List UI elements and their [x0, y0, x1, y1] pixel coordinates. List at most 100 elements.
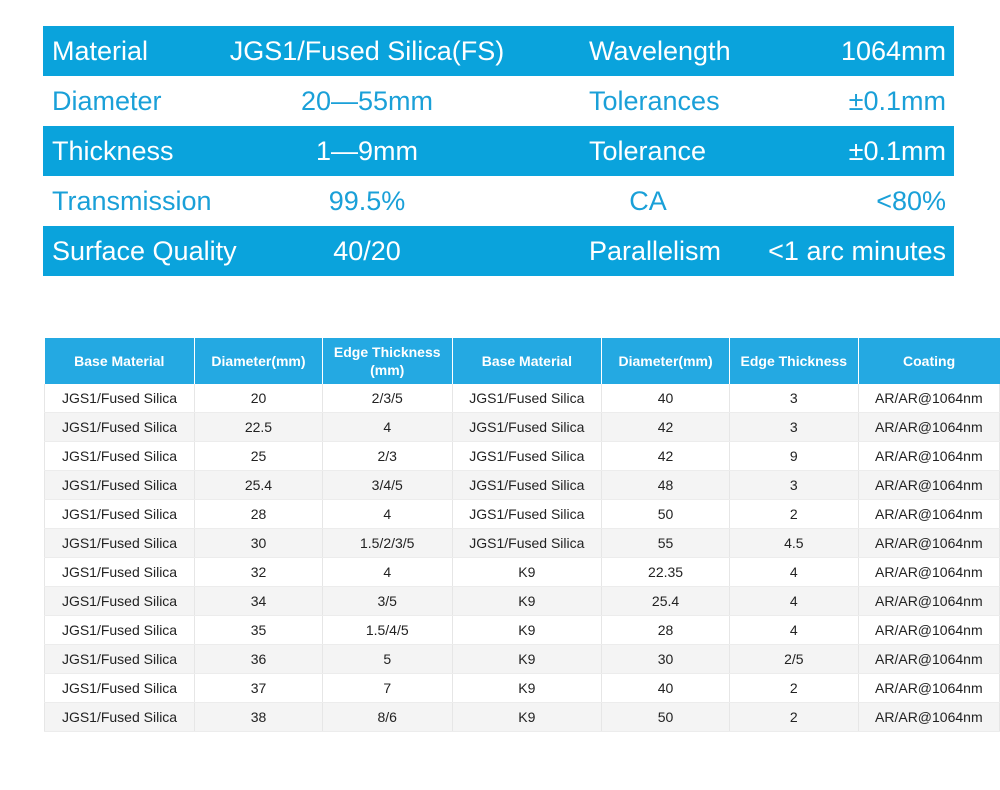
- cell-diameter-2: 22.35: [601, 557, 730, 587]
- cell-base-material-2: K9: [452, 644, 603, 674]
- cell-diameter: 25: [194, 441, 323, 471]
- table-row: JGS1/Fused Silica 32 4 K9 22.35 4 AR/AR@1064nm: [43, 557, 1000, 587]
- cell-diameter: 36: [194, 644, 323, 674]
- cell-edge-thickness: 5: [322, 644, 453, 674]
- table-row: JGS1/Fused Silica 22.5 4 JGS1/Fused Silica 4…: [43, 412, 1000, 442]
- col-header-diameter: Diameter(mm): [194, 338, 323, 384]
- col-header-coating: Coating: [858, 338, 1000, 384]
- col-header-diameter-2: Diameter(mm): [601, 338, 730, 384]
- spec-value: JGS1/Fused Silica(FS): [229, 36, 505, 66]
- cell-edge-thickness: 1.5/4/5: [322, 615, 453, 645]
- cell-base-material: JGS1/Fused Silica: [43, 702, 196, 732]
- spec-label: CA: [629, 186, 667, 216]
- cell-base-material-2: JGS1/Fused Silica: [452, 470, 603, 500]
- spec-row-material: Material JGS1/Fused Silica(FS) Wavelengt…: [43, 26, 954, 76]
- cell-base-material-2: JGS1/Fused Silica: [452, 499, 603, 529]
- cell-coating: AR/AR@1064nm: [858, 470, 1000, 500]
- cell-coating: AR/AR@1064nm: [858, 412, 1000, 442]
- cell-coating: AR/AR@1064nm: [858, 557, 1000, 587]
- cell-edge-thickness-2: 3: [729, 384, 859, 413]
- table-row: JGS1/Fused Silica 20 2/3/5 JGS1/Fused Silic…: [43, 384, 1000, 413]
- cell-edge-thickness: 4: [322, 412, 453, 442]
- cell-edge-thickness-2: 2/5: [729, 644, 859, 674]
- cell-edge-thickness-2: 2: [729, 499, 859, 529]
- cell-diameter-2: 42: [601, 441, 730, 471]
- spec-row-diameter: Diameter 20—55mm Tolerances ±0.1mm: [43, 76, 954, 126]
- cell-edge-thickness-2: 4: [729, 586, 859, 616]
- cell-edge-thickness: 3/4/5: [322, 470, 453, 500]
- cell-diameter: 34: [194, 586, 323, 616]
- cell-edge-thickness: 2/3/5: [322, 384, 453, 413]
- cell-edge-thickness: 1.5/2/3/5: [322, 528, 453, 558]
- col-header-edge-thickness: Edge Thickness (mm): [322, 338, 453, 384]
- table-row: JGS1/Fused Silica 30 1.5/2/3/5 JGS1/Fused S…: [43, 528, 1000, 558]
- cell-edge-thickness-2: 2: [729, 673, 859, 703]
- cell-base-material-2: JGS1/Fused Silica: [452, 528, 603, 558]
- cell-diameter-2: 40: [601, 384, 730, 413]
- cell-coating: AR/AR@1064nm: [858, 528, 1000, 558]
- cell-diameter-2: 55: [601, 528, 730, 558]
- cell-base-material: JGS1/Fused Silica: [43, 499, 196, 529]
- cell-base-material: JGS1/Fused Silica: [43, 384, 196, 413]
- cell-diameter: 20: [194, 384, 323, 413]
- cell-coating: AR/AR@1064nm: [858, 586, 1000, 616]
- spec-label: Material: [52, 36, 149, 66]
- table-row: JGS1/Fused Silica 37 7 K9 40 2 AR/AR@1064nm: [43, 673, 1000, 703]
- cell-base-material: JGS1/Fused Silica: [43, 557, 196, 587]
- cell-base-material: JGS1/Fused Silica: [43, 470, 196, 500]
- col-header-base-material-2: Base Material: [452, 338, 603, 384]
- spec-label: Parallelism: [589, 236, 722, 266]
- table-row: JGS1/Fused Silica 34 3/5 K9 25.4 4 AR/AR@1064n…: [43, 586, 1000, 616]
- cell-edge-thickness-2: 9: [729, 441, 859, 471]
- spec-value: ±0.1mm: [848, 86, 946, 116]
- cell-edge-thickness-2: 4: [729, 615, 859, 645]
- cell-edge-thickness-2: 3: [729, 412, 859, 442]
- cell-coating: AR/AR@1064nm: [858, 384, 1000, 413]
- cell-base-material: JGS1/Fused Silica: [43, 586, 196, 616]
- cell-edge-thickness-2: 4: [729, 557, 859, 587]
- spec-row-thickness: Thickness 1—9mm Tolerance ±0.1mm: [43, 126, 954, 176]
- cell-base-material: JGS1/Fused Silica: [43, 441, 196, 471]
- spec-value: <80%: [876, 186, 946, 216]
- cell-coating: AR/AR@1064nm: [858, 644, 1000, 674]
- cell-diameter: 37: [194, 673, 323, 703]
- spec-label: Diameter: [52, 86, 162, 116]
- cell-base-material: JGS1/Fused Silica: [43, 644, 196, 674]
- table-row: JGS1/Fused Silica 25 2/3 JGS1/Fused Silica 4…: [43, 441, 1000, 471]
- cell-base-material-2: JGS1/Fused Silica: [452, 384, 603, 413]
- cell-edge-thickness: 8/6: [322, 702, 453, 732]
- cell-diameter-2: 28: [601, 615, 730, 645]
- table-body: JGS1/Fused Silica 20 2/3/5 JGS1/Fused Silic…: [43, 384, 1000, 732]
- spec-label: Transmission: [52, 186, 212, 216]
- cell-coating: AR/AR@1064nm: [858, 702, 1000, 732]
- cell-diameter-2: 25.4: [601, 586, 730, 616]
- cell-diameter-2: 40: [601, 673, 730, 703]
- table-header-row: Base Material Diameter(mm) Edge Thicknes…: [44, 338, 1000, 384]
- cell-diameter-2: 50: [601, 499, 730, 529]
- cell-diameter: 38: [194, 702, 323, 732]
- col-header-edge-thickness-2: Edge Thickness: [729, 338, 859, 384]
- spec-value: 40/20: [333, 236, 401, 266]
- spec-value: 20—55mm: [300, 86, 434, 116]
- spec-value: <1 arc minutes: [768, 236, 946, 266]
- col-header-base-material: Base Material: [44, 338, 196, 384]
- cell-edge-thickness: 4: [322, 499, 453, 529]
- cell-diameter: 22.5: [194, 412, 323, 442]
- spec-label: Wavelength: [589, 36, 731, 66]
- cell-diameter: 30: [194, 528, 323, 558]
- cell-edge-thickness-2: 3: [729, 470, 859, 500]
- cell-base-material-2: K9: [452, 702, 603, 732]
- table-row: JGS1/Fused Silica 36 5 K9 30 2/5 AR/AR@1064nm: [43, 644, 1000, 674]
- cell-diameter: 32: [194, 557, 323, 587]
- cell-coating: AR/AR@1064nm: [858, 499, 1000, 529]
- spec-label: Surface Quality: [52, 236, 237, 266]
- cell-base-material-2: K9: [452, 673, 603, 703]
- spec-value: 99.5%: [328, 186, 406, 216]
- table-row: JGS1/Fused Silica 25.4 3/4/5 JGS1/Fused Sil…: [43, 470, 1000, 500]
- spec-row-transmission: Transmission 99.5% CA <80%: [43, 176, 954, 226]
- spec-row-surface-quality: Surface Quality 40/20 Parallelism <1 arc…: [43, 226, 954, 276]
- cell-base-material: JGS1/Fused Silica: [43, 615, 196, 645]
- cell-coating: AR/AR@1064nm: [858, 673, 1000, 703]
- spec-label: Tolerances: [589, 86, 720, 116]
- cell-coating: AR/AR@1064nm: [858, 615, 1000, 645]
